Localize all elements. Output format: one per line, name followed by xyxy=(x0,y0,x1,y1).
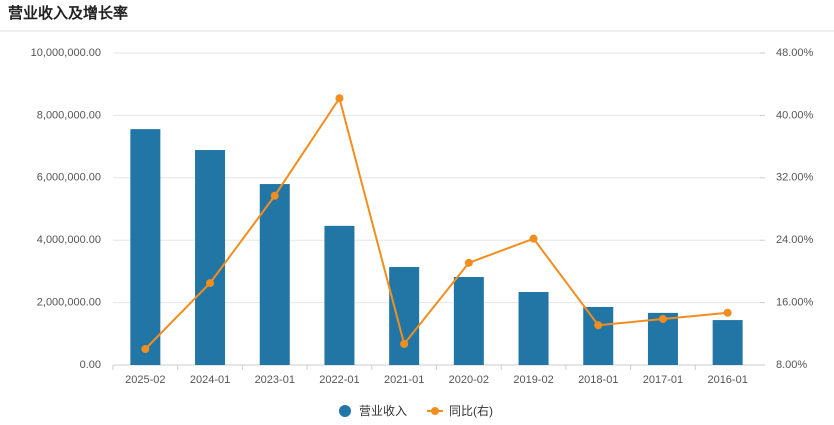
point xyxy=(723,308,732,317)
x-tick-label: 2023-01 xyxy=(255,374,295,386)
bar xyxy=(453,277,484,365)
point xyxy=(270,191,279,200)
point xyxy=(141,345,150,354)
y2-tick-label: 40.00% xyxy=(776,109,814,121)
y2-tick-label: 48.00% xyxy=(776,47,814,59)
point xyxy=(529,234,538,243)
x-tick-label: 2019-02 xyxy=(513,374,553,386)
bar xyxy=(518,291,549,365)
y-tick-label: 8,000,000.00 xyxy=(37,109,101,121)
legend-swatch xyxy=(431,407,439,415)
y-tick-label: 10,000,000.00 xyxy=(31,47,101,59)
bar xyxy=(195,150,226,365)
x-tick-label: 2021-01 xyxy=(384,374,424,386)
bar xyxy=(259,184,290,365)
x-tick-label: 2022-01 xyxy=(319,374,359,386)
x-tick-label: 2020-02 xyxy=(449,374,489,386)
y-tick-label: 0.00 xyxy=(80,359,101,371)
bar xyxy=(712,320,743,365)
point xyxy=(594,321,603,330)
y2-tick-label: 32.00% xyxy=(776,172,814,184)
bar xyxy=(130,129,161,365)
bar xyxy=(324,225,355,365)
bar xyxy=(389,267,420,365)
legend-label: 同比(右) xyxy=(449,403,493,418)
y-tick-label: 2,000,000.00 xyxy=(37,297,101,309)
x-tick-label: 2024-01 xyxy=(190,374,230,386)
x-tick-label: 2017-01 xyxy=(643,374,683,386)
y2-tick-label: 8.00% xyxy=(776,359,807,371)
legend-label: 营业收入 xyxy=(359,404,407,418)
legend-swatch xyxy=(339,405,351,417)
x-tick-label: 2016-01 xyxy=(707,374,747,386)
line xyxy=(144,95,728,350)
y-tick-label: 4,000,000.00 xyxy=(37,234,101,246)
y-tick-label: 6,000,000.00 xyxy=(37,172,101,184)
point xyxy=(335,94,344,103)
x-tick-label: 2025-02 xyxy=(125,374,165,386)
bar xyxy=(583,306,614,365)
y2-tick-label: 16.00% xyxy=(776,297,814,309)
x-tick-label: 2018-01 xyxy=(578,374,618,386)
point xyxy=(400,339,409,348)
point xyxy=(464,258,473,267)
chart-title: 营业收入及增长率 xyxy=(8,4,128,22)
point xyxy=(658,314,667,323)
point xyxy=(206,279,215,288)
y2-tick-label: 24.00% xyxy=(776,234,814,246)
